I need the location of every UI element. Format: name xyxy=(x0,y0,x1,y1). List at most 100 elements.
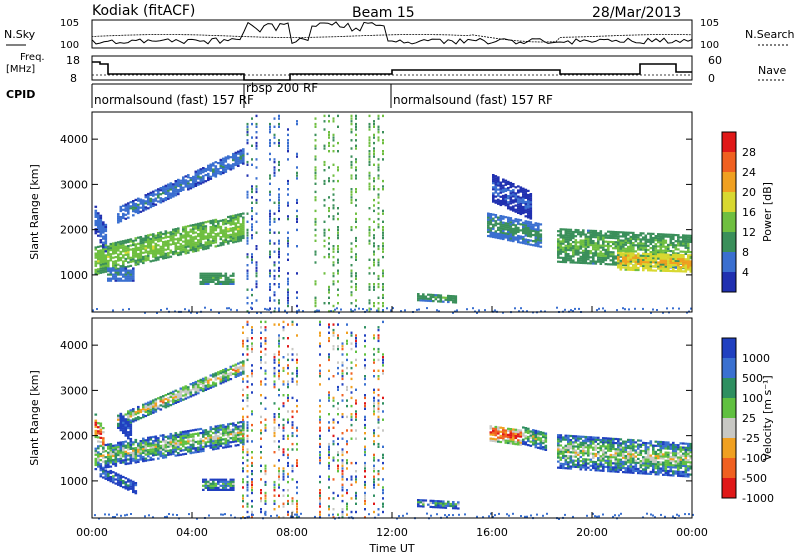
heatmap-cell xyxy=(97,463,100,466)
heatmap-cell xyxy=(594,469,598,472)
heatmap-cell xyxy=(124,418,128,421)
heatmap-cell xyxy=(559,464,563,467)
heatmap-cell xyxy=(607,255,610,258)
heatmap-cell xyxy=(567,436,570,439)
heatmap-cell xyxy=(599,234,603,237)
heatmap-cell xyxy=(574,241,578,244)
heatmap-cell xyxy=(599,469,603,472)
heatmap-cell xyxy=(224,478,228,481)
heatmap-cell xyxy=(164,240,168,243)
heatmap-cell xyxy=(224,480,228,483)
heatmap-cell xyxy=(664,235,668,238)
heatmap-cell xyxy=(97,459,100,462)
heatmap-cell xyxy=(537,243,540,246)
heatmap-cell xyxy=(534,437,538,441)
heatmap-cell xyxy=(207,234,210,237)
heatmap-cell xyxy=(609,460,613,463)
heatmap-cell xyxy=(559,240,563,243)
heatmap-cell xyxy=(251,217,253,221)
heatmap-cell xyxy=(242,364,245,367)
heatmap-cell xyxy=(532,443,535,446)
y-tick-label: 2000 xyxy=(60,224,88,237)
heatmap-cell xyxy=(182,390,185,393)
heatmap-cell xyxy=(114,264,118,267)
heatmap-cell xyxy=(117,217,120,220)
heatmap-cell xyxy=(157,196,160,199)
heatmap-cell xyxy=(197,448,200,451)
heatmap-cell xyxy=(109,453,113,456)
heatmap-cell xyxy=(177,251,180,254)
heatmap-cell xyxy=(639,260,643,264)
heatmap-cell xyxy=(250,306,252,309)
heatmap-cell xyxy=(147,407,150,410)
heatmap-cell xyxy=(497,440,500,443)
heatmap-cell xyxy=(662,233,665,236)
heatmap-cell xyxy=(572,441,575,444)
heatmap-cell xyxy=(255,131,258,134)
heatmap-cell xyxy=(144,457,148,460)
heatmap-cell xyxy=(373,209,375,213)
heatmap-cell xyxy=(373,120,375,123)
heatmap-cell xyxy=(599,459,603,462)
heatmap-cell xyxy=(417,499,420,502)
heatmap-cell xyxy=(559,246,563,249)
heatmap-cell xyxy=(162,241,165,244)
heatmap-cell xyxy=(522,225,525,228)
heatmap-cell xyxy=(234,369,238,372)
heatmap-cell xyxy=(684,234,688,237)
heatmap-cell xyxy=(207,440,210,444)
heatmap-cell xyxy=(562,467,565,470)
heatmap-cell xyxy=(227,215,230,219)
heatmap-cell xyxy=(273,293,276,297)
heatmap-cell xyxy=(539,441,543,444)
heatmap-cell xyxy=(404,309,406,312)
heatmap-cell xyxy=(222,484,225,487)
heatmap-cell xyxy=(373,236,375,240)
heatmap-cell xyxy=(567,451,570,454)
heatmap-cell xyxy=(104,450,108,453)
heatmap-cell xyxy=(97,258,100,261)
heatmap-cell xyxy=(217,224,220,227)
heatmap-cell xyxy=(157,405,160,408)
heatmap-cell xyxy=(107,474,110,477)
heatmap-cell xyxy=(197,249,200,252)
heatmap-cell xyxy=(174,454,178,457)
heatmap-cell xyxy=(164,446,168,449)
heatmap-cell xyxy=(332,136,335,139)
heatmap-cell xyxy=(499,219,503,222)
heatmap-cell xyxy=(209,274,213,277)
heatmap-cell xyxy=(684,250,688,253)
heatmap-cell xyxy=(147,451,150,454)
heatmap-cell xyxy=(382,234,384,237)
heatmap-cell xyxy=(674,255,678,258)
heatmap-cell xyxy=(669,255,673,258)
heatmap-cell xyxy=(129,462,133,465)
heatmap-cell xyxy=(602,465,605,468)
heatmap-cell xyxy=(492,219,495,222)
heatmap-cell xyxy=(273,169,276,172)
heatmap-cell xyxy=(664,253,668,256)
heatmap-cell xyxy=(287,277,289,280)
heatmap-cell xyxy=(557,436,560,439)
heatmap-cell xyxy=(104,469,108,472)
heatmap-cell xyxy=(592,235,595,239)
heatmap-cell xyxy=(377,226,380,229)
heatmap-cell xyxy=(489,231,493,234)
heatmap-cell xyxy=(132,418,135,421)
heatmap-cell xyxy=(582,245,585,248)
heatmap-cell xyxy=(273,250,276,253)
heatmap-cell xyxy=(497,236,500,240)
heatmap-cell xyxy=(222,369,225,372)
heatmap-cell xyxy=(564,246,568,249)
heatmap-cell xyxy=(562,448,565,451)
heatmap-cell xyxy=(137,418,140,421)
heatmap-cell xyxy=(672,263,675,267)
heatmap-cell xyxy=(564,438,568,441)
noise-left-label: N.Sky xyxy=(4,28,36,41)
heatmap-cell xyxy=(109,273,113,276)
heatmap-cell xyxy=(373,245,375,248)
heatmap-cell xyxy=(355,166,357,169)
heatmap-cell xyxy=(199,236,203,239)
heatmap-cell xyxy=(574,463,578,466)
heatmap-cell xyxy=(229,428,233,432)
